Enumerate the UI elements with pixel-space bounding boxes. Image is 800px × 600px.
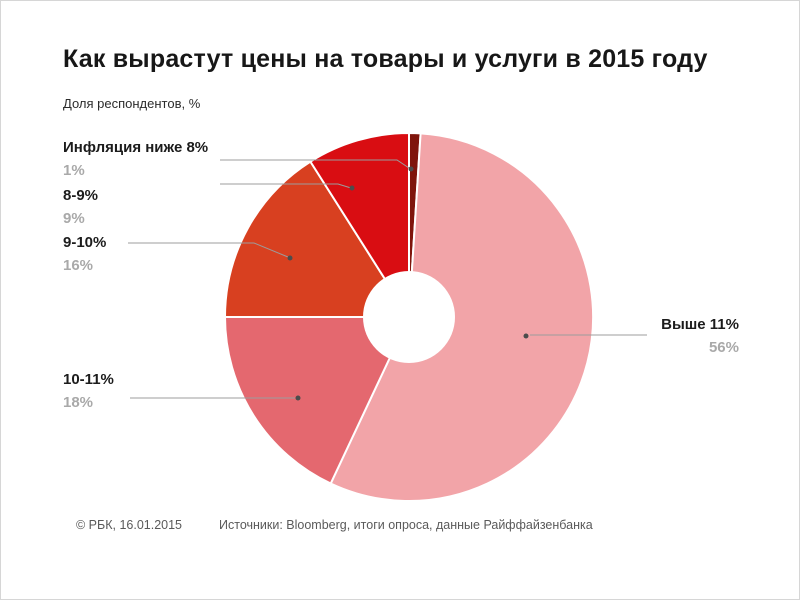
donut-hole bbox=[363, 271, 455, 363]
leader-dot-4 bbox=[523, 333, 529, 339]
leader-dot-1 bbox=[349, 185, 355, 191]
leader-dot-2 bbox=[287, 255, 293, 261]
callout-value: 1% bbox=[63, 161, 85, 179]
leader-dot-3 bbox=[295, 395, 301, 401]
callout-label: 8-9% bbox=[63, 187, 99, 204]
callout-label: Инфляция ниже 8% bbox=[63, 139, 209, 156]
callout-value: 16% bbox=[63, 256, 94, 274]
pie-slice-1 bbox=[329, 132, 595, 503]
sources-text: Источники: Bloomberg, итоги опроса, данн… bbox=[219, 518, 593, 532]
callout-inflation-below-8: Инфляция ниже 8% 1% bbox=[63, 137, 208, 182]
pie-slice-2 bbox=[223, 316, 411, 485]
units-label: Доля респондентов, % bbox=[63, 96, 201, 111]
callout-value: 18% bbox=[63, 393, 94, 411]
callout-value: 9% bbox=[63, 209, 85, 227]
pie-slice-3 bbox=[223, 160, 411, 318]
leader-line-2 bbox=[128, 242, 289, 258]
leader-line-0 bbox=[220, 159, 410, 169]
copyright-text: © РБК, 16.01.2015 bbox=[76, 518, 183, 532]
callout-9-10: 9-10% 16% bbox=[63, 232, 106, 277]
page-title: Как вырастут цены на товары и услуги в 2… bbox=[63, 45, 708, 73]
callout-label: 9-10% bbox=[63, 234, 107, 251]
leader-dot-0 bbox=[408, 166, 414, 172]
callout-8-9: 8-9% 9% bbox=[63, 185, 98, 230]
callout-value: 56% bbox=[708, 338, 739, 356]
callout-above-11: Выше 11% 56% bbox=[661, 314, 739, 359]
callout-10-11: 10-11% 18% bbox=[63, 369, 114, 414]
callout-label: Выше 11% bbox=[661, 316, 739, 333]
callout-label: 10-11% bbox=[63, 371, 114, 388]
leader-line-1 bbox=[220, 183, 352, 189]
